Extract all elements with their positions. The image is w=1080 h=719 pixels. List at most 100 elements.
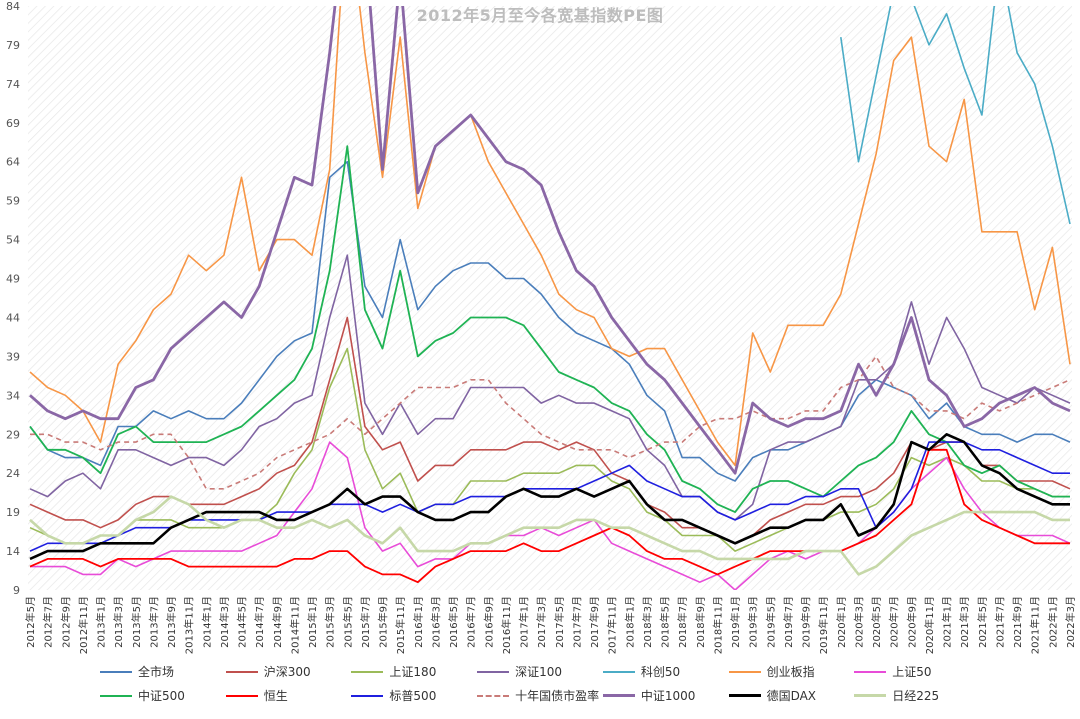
legend-swatch [728,670,761,673]
x-tick-label: 2018年3月 [641,596,654,648]
x-tick-label: 2014年11月 [288,596,301,654]
x-tick-label: 2012年5月 [24,596,37,648]
y-tick-label: 79 [6,39,20,52]
x-tick-label: 2021年1月 [941,596,954,648]
legend-item: 恒生 [225,687,352,704]
legend-label: 德国DAX [766,689,817,703]
x-tick-label: 2017年1月 [518,596,531,648]
x-tick-label: 2014年1月 [200,596,213,648]
x-tick-label: 2014年9月 [271,596,284,648]
legend-swatch [100,694,132,697]
x-tick-label: 2022年1月 [1046,596,1059,648]
legend-label: 创业板指 [766,665,815,679]
legend-label: 深证100 [515,665,563,679]
series-line-10 [29,441,1070,552]
x-tick-label: 2018年1月 [623,596,636,648]
legend-swatch [225,670,258,673]
y-tick-label: 59 [6,195,20,208]
series-line-8 [29,145,1070,513]
x-tick-label: 2018年11月 [711,596,724,654]
x-tick-label: 2012年9月 [59,596,72,648]
legend-swatch [100,670,132,673]
x-tick-label: 2016年11月 [500,596,513,654]
x-tick-label: 2015年3月 [324,596,337,648]
x-tick-label: 2013年1月 [95,596,108,648]
x-tick-label: 2020年1月 [835,596,848,648]
x-tick-label: 2019年1月 [729,596,742,648]
x-tick-label: 2019年9月 [800,596,813,648]
y-axis: 9 14 19 24 29 34 39 44 49 54 59 64 69 74 79 84 [6,0,20,597]
x-tick-label: 2016年3月 [429,596,442,648]
x-tick-label: 2015年9月 [377,596,390,648]
y-tick-label: 84 [6,0,20,13]
x-tick-label: 2019年11月 [817,596,830,654]
x-tick-label: 2021年7月 [993,596,1006,648]
legend-swatch [477,670,510,673]
y-tick-label: 34 [6,389,20,402]
x-tick-label: 2013年5月 [130,596,143,648]
legend-label: 标普500 [389,689,437,703]
series-line-11 [30,355,1071,490]
legend-swatch [854,694,887,697]
x-tick-label: 2013年9月 [165,596,178,648]
x-tick-label: 2017年11月 [606,596,619,654]
x-tick-label: 2015年11月 [394,596,407,654]
x-tick-label: 2018年7月 [676,596,689,648]
x-tick-label: 2017年5月 [553,596,566,648]
x-tick-label: 2015年5月 [341,596,354,648]
legend-label: 科创50 [640,665,681,679]
x-tick-label: 2013年7月 [147,596,160,648]
x-tick-label: 2020年9月 [905,596,918,648]
legend-item: 中证500 [100,687,226,704]
x-tick-label: 2013年3月 [112,596,125,648]
x-tick-label: 2015年7月 [359,596,372,648]
series-line-5 [840,6,1071,225]
x-tick-label: 2019年7月 [782,596,795,648]
legend-label: 中证500 [138,689,185,703]
legend-swatch [351,694,384,697]
legend-item: 德国DAX [728,687,855,704]
y-tick-label: 19 [6,506,20,519]
legend-swatch [225,694,258,697]
x-tick-label: 2021年9月 [1011,596,1024,648]
legend-swatch [351,670,384,673]
legend-swatch [477,694,510,697]
series-line-12 [29,6,1071,475]
x-tick-label: 2020年5月 [870,596,883,648]
series-lines [29,6,1071,590]
legend-label: 日经225 [892,689,940,703]
legend-item: 上证50 [854,663,980,680]
legend: 全市场 沪深300 上证180 深证100 科创50 创业板指 上证50 中证500 恒生 标普5… [100,663,980,704]
y-tick-label: 29 [6,428,20,441]
y-tick-label: 9 [13,584,20,597]
legend-label: 上证180 [389,665,437,679]
legend-swatch [728,694,761,697]
legend-item: 日经225 [854,687,980,704]
series-line-13 [29,433,1070,561]
legend-item: 科创50 [602,663,729,680]
x-tick-label: 2012年11月 [77,596,90,654]
y-tick-label: 74 [6,78,20,91]
x-tick-label: 2016年1月 [412,596,425,648]
legend-item: 上证180 [351,663,477,680]
legend-label: 十年国债市盈率 [515,689,600,703]
legend-swatch [602,694,635,697]
x-tick-label: 2017年9月 [588,596,601,648]
x-tick-label: 2019年5月 [764,596,777,648]
legend-item: 中证1000 [602,687,729,704]
legend-item: 全市场 [100,663,226,680]
x-tick-label: 2020年7月 [888,596,901,648]
x-tick-label: 2022年3月 [1064,596,1077,648]
series-line-9 [29,448,1070,584]
y-tick-label: 44 [6,311,20,324]
y-tick-label: 24 [6,467,20,480]
x-tick-label: 2017年3月 [535,596,548,648]
x-axis: 2012年5月 2012年7月 2012年9月 2012年11月 2013年1月 2013… [24,596,1077,654]
x-tick-label: 2013年11月 [183,596,196,654]
legend-item: 沪深300 [225,663,352,680]
x-tick-label: 2021年11月 [1029,596,1042,654]
legend-label: 上证50 [892,665,932,679]
series-line-14 [29,495,1070,576]
x-tick-label: 2018年5月 [659,596,672,648]
